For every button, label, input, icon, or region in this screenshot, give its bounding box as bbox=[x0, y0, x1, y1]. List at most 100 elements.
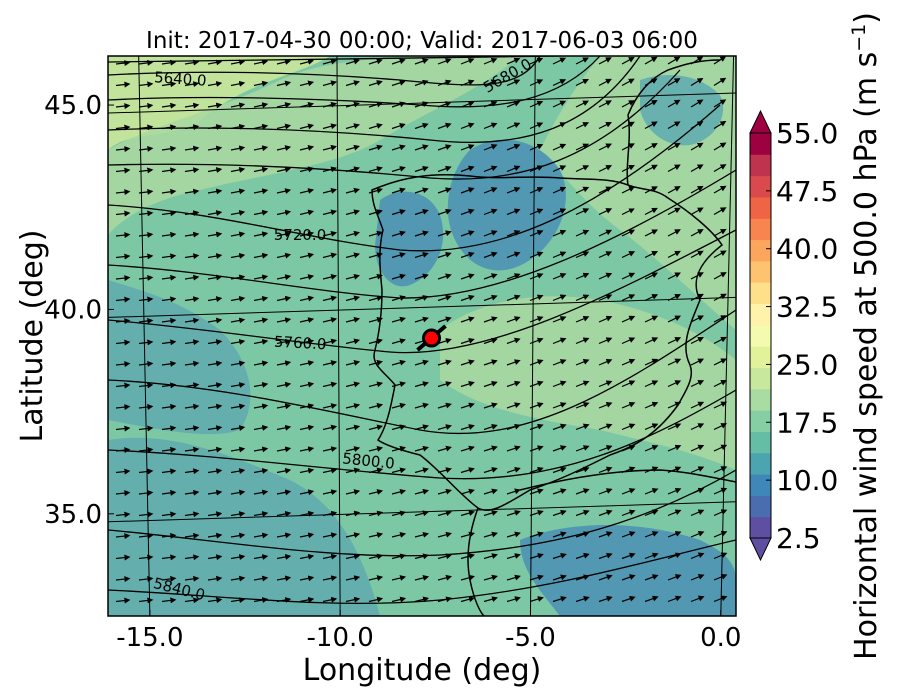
wind-arrow bbox=[460, 101, 475, 108]
wind-arrow bbox=[483, 144, 498, 151]
wind-arrow bbox=[621, 595, 636, 603]
wind-arrow bbox=[391, 445, 407, 452]
colorbar-tick-label-4: 25.0 bbox=[776, 348, 838, 381]
wind-arrow bbox=[414, 467, 429, 474]
wind-arrow bbox=[115, 318, 131, 325]
wind-arrow bbox=[437, 144, 452, 151]
wind-arrow bbox=[552, 57, 567, 65]
wind-arrow bbox=[138, 167, 154, 174]
wind-arrow bbox=[529, 596, 544, 603]
wind-arrow bbox=[552, 423, 567, 431]
wind-arrow bbox=[230, 102, 246, 109]
wind-arrow bbox=[575, 315, 590, 323]
medium-band-southwest bbox=[108, 437, 380, 616]
wind-arrow bbox=[161, 231, 177, 238]
wind-arrow bbox=[575, 596, 590, 603]
wind-arrow bbox=[644, 337, 659, 345]
wind-arrow bbox=[460, 337, 475, 345]
wind-arrow bbox=[184, 167, 200, 174]
wind-arrow bbox=[184, 597, 200, 604]
y-tick-label-0: 45.0 bbox=[44, 91, 102, 121]
wind-arrow bbox=[391, 58, 406, 65]
wind-arrow bbox=[207, 253, 223, 260]
wind-arrow bbox=[161, 339, 177, 346]
wind-arrow bbox=[437, 58, 452, 65]
wind-arrow bbox=[575, 57, 589, 65]
wind-arrow bbox=[552, 488, 567, 495]
wind-arrow bbox=[322, 403, 338, 410]
wind-arrow bbox=[207, 360, 223, 367]
wind-arrow bbox=[299, 80, 315, 87]
wind-arrow bbox=[667, 229, 681, 237]
wind-arrow bbox=[391, 316, 406, 323]
wind-arrow bbox=[690, 185, 704, 194]
colorbar-segment bbox=[750, 324, 771, 347]
wind-arrow bbox=[345, 553, 361, 560]
wind-arrow bbox=[253, 468, 269, 474]
wind-arrow bbox=[299, 295, 315, 302]
wind-arrow bbox=[598, 315, 613, 323]
wind-arrow bbox=[621, 272, 636, 280]
wind-arrow bbox=[529, 359, 544, 366]
wind-arrow bbox=[483, 359, 498, 366]
colorbar-tick-label-2: 40.0 bbox=[776, 233, 838, 266]
meridian-1 bbox=[336, 56, 341, 616]
wind-arrow bbox=[713, 250, 727, 259]
wind-arrow bbox=[253, 102, 269, 109]
wind-arrow bbox=[667, 294, 681, 302]
wind-arrow bbox=[345, 489, 361, 496]
wind-arrow bbox=[621, 488, 636, 495]
wind-arrow bbox=[529, 100, 544, 108]
wind-arrow bbox=[552, 509, 567, 517]
wind-arrow bbox=[345, 209, 360, 216]
wind-arrow bbox=[644, 423, 659, 431]
wind-arrow bbox=[299, 317, 315, 324]
wind-arrow bbox=[138, 231, 154, 238]
wind-arrow bbox=[552, 251, 567, 259]
wind-arrow bbox=[483, 230, 498, 237]
wind-arrow bbox=[437, 251, 452, 259]
wind-arrow bbox=[276, 597, 292, 603]
wind-arrow bbox=[414, 165, 429, 173]
wind-arrow bbox=[690, 142, 704, 151]
wind-arrow bbox=[253, 209, 269, 216]
wind-arrow bbox=[621, 143, 635, 151]
colorbar-segment bbox=[750, 388, 771, 411]
wind-arrow bbox=[621, 337, 636, 345]
wind-arrow bbox=[690, 207, 704, 216]
wind-arrow bbox=[598, 402, 613, 409]
wind-arrow bbox=[621, 466, 636, 474]
wind-arrow bbox=[391, 510, 407, 517]
wind-arrow bbox=[391, 467, 407, 474]
colorbar-segment bbox=[750, 431, 771, 454]
wind-arrow bbox=[644, 466, 659, 474]
wind-arrow bbox=[506, 316, 521, 323]
wind-arrow bbox=[552, 272, 567, 280]
wind-arrow bbox=[575, 251, 590, 259]
wind-arrow bbox=[552, 229, 567, 237]
wind-arrow bbox=[437, 574, 453, 581]
y-axis-label: Latitude (deg) bbox=[15, 230, 50, 443]
wind-arrow bbox=[138, 511, 154, 518]
wind-arrow bbox=[690, 358, 705, 366]
wind-arrow bbox=[253, 166, 269, 173]
wind-arrow bbox=[414, 230, 429, 237]
wind-arrow bbox=[713, 207, 727, 216]
wind-arrow bbox=[621, 186, 635, 194]
wind-arrow bbox=[276, 295, 292, 302]
wind-arrow bbox=[644, 294, 659, 302]
wind-arrow bbox=[207, 468, 223, 475]
wind-arrow bbox=[115, 232, 131, 239]
wind-arrow bbox=[253, 424, 269, 431]
wind-arrow bbox=[276, 338, 292, 345]
wind-arrow bbox=[621, 380, 636, 388]
wind-arrow bbox=[598, 358, 613, 366]
wind-arrow bbox=[184, 425, 200, 432]
wind-arrow bbox=[184, 489, 200, 496]
wind-arrow bbox=[621, 423, 636, 431]
wind-arrow bbox=[437, 187, 452, 194]
wind-arrow bbox=[667, 552, 682, 560]
wind-arrow bbox=[322, 123, 338, 130]
wind-arrow bbox=[391, 166, 406, 173]
wind-arrow bbox=[690, 315, 704, 323]
